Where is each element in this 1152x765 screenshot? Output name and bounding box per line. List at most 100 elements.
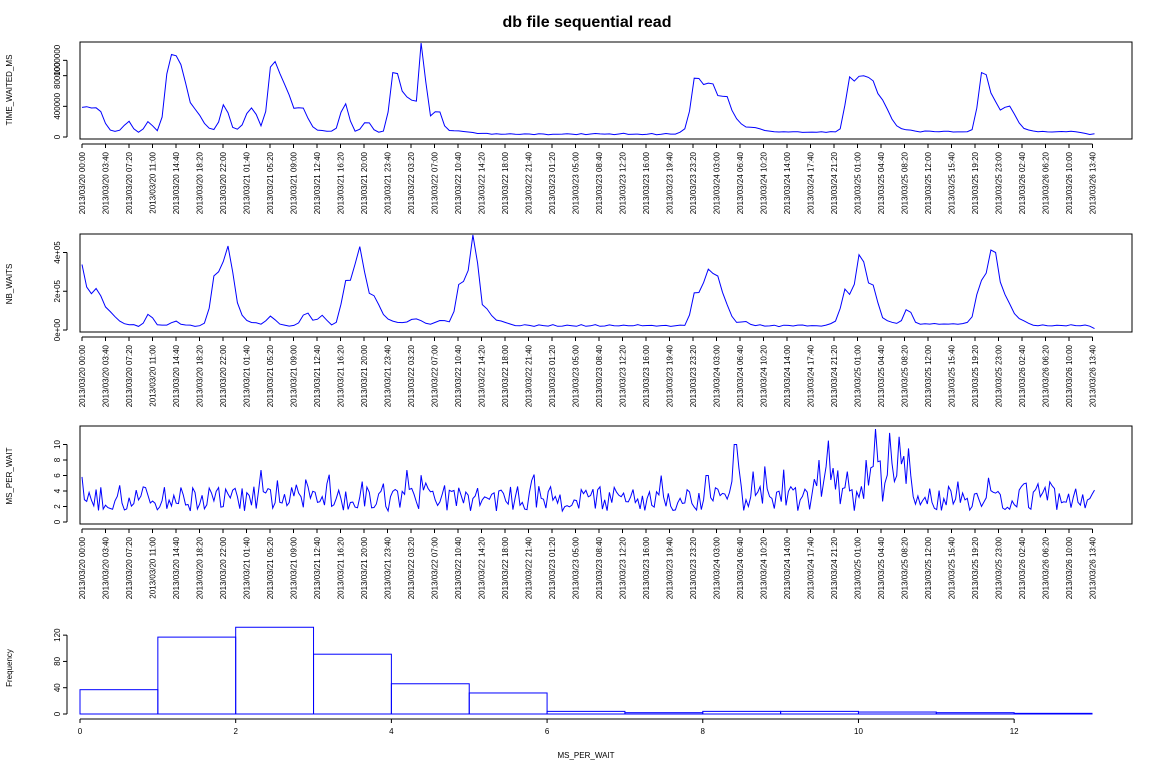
x-tick-label: 2013/03/24 03:00 bbox=[713, 344, 722, 407]
plot-frame bbox=[79, 233, 1133, 333]
x-tick-label: 2013/03/24 14:00 bbox=[783, 536, 792, 599]
x-tick-label: 2013/03/22 21:40 bbox=[525, 536, 534, 599]
y-axis-title: MS_PER_WAIT bbox=[5, 447, 14, 504]
x-tick-label: 2013/03/23 12:20 bbox=[619, 536, 628, 599]
x-tick-label: 10 bbox=[854, 727, 863, 736]
x-tick-label: 2013/03/23 23:20 bbox=[689, 151, 698, 214]
y-tick-label: 0 bbox=[53, 134, 62, 139]
x-tick-label: 2013/03/24 17:40 bbox=[807, 536, 816, 599]
x-tick-label: 2013/03/24 10:20 bbox=[760, 151, 769, 214]
x-tick-label: 2013/03/25 19:20 bbox=[971, 344, 980, 407]
histogram-bar bbox=[157, 636, 237, 715]
x-tick-label: 2013/03/20 03:40 bbox=[102, 344, 111, 407]
x-tick-label: 2013/03/20 18:20 bbox=[196, 536, 205, 599]
y-tick-label: 2e+05 bbox=[53, 279, 62, 302]
x-tick-label: 8 bbox=[701, 727, 706, 736]
x-tick-label: 2013/03/21 01:40 bbox=[243, 151, 252, 214]
y-axis: 0 2 4 6 8 10 bbox=[53, 440, 68, 524]
x-tick-label: 2013/03/26 10:00 bbox=[1065, 344, 1074, 407]
x-tick-label: 2013/03/22 10:40 bbox=[454, 344, 463, 407]
x-tick-label: 2013/03/23 05:00 bbox=[572, 536, 581, 599]
x-tick-label: 4 bbox=[389, 727, 394, 736]
y-tick-label: 8 bbox=[53, 457, 62, 462]
x-tick-label: 2013/03/23 16:00 bbox=[642, 344, 651, 407]
x-tick-label: 2013/03/22 14:20 bbox=[478, 151, 487, 214]
x-tick-label: 2013/03/20 07:20 bbox=[125, 536, 134, 599]
x-tick-label: 2013/03/26 06:20 bbox=[1042, 536, 1051, 599]
x-tick-label: 2013/03/25 08:20 bbox=[901, 344, 910, 407]
x-tick-label: 2013/03/25 23:00 bbox=[995, 536, 1004, 599]
x-tick-label: 2013/03/25 15:40 bbox=[948, 151, 957, 214]
x-tick-label: 2013/03/20 18:20 bbox=[196, 151, 205, 214]
y-tick-label: 0 bbox=[53, 711, 62, 716]
histogram-bar bbox=[1013, 712, 1093, 715]
x-axis: 2013/03/20 00:00 2013/03/20 03:40 2013/03/… bbox=[78, 528, 1098, 599]
x-tick-label: 2013/03/25 08:20 bbox=[901, 151, 910, 214]
x-tick-label: 2013/03/22 21:40 bbox=[525, 344, 534, 407]
x-tick-label: 2013/03/23 23:20 bbox=[689, 344, 698, 407]
x-tick-label: 2013/03/20 22:00 bbox=[219, 151, 228, 214]
x-tick-label: 2013/03/24 17:40 bbox=[807, 344, 816, 407]
histogram-bar bbox=[546, 710, 626, 715]
x-tick-label: 2013/03/21 05:20 bbox=[266, 151, 275, 214]
x-tick-label: 2013/03/20 07:20 bbox=[125, 151, 134, 214]
x-axis: 0 2 4 6 8 10 12 bbox=[78, 718, 1019, 736]
x-tick-label: 2013/03/22 21:40 bbox=[525, 151, 534, 214]
histogram-bar bbox=[857, 711, 937, 715]
x-tick-label: 6 bbox=[545, 727, 550, 736]
x-tick-label: 2013/03/23 08:40 bbox=[595, 536, 604, 599]
x-tick-label: 2013/03/25 15:40 bbox=[948, 344, 957, 407]
x-tick-label: 2013/03/21 01:40 bbox=[243, 344, 252, 407]
x-tick-label: 2013/03/22 07:00 bbox=[431, 536, 440, 599]
x-tick-label: 2013/03/24 03:00 bbox=[713, 536, 722, 599]
series-line bbox=[81, 234, 1095, 330]
x-tick-label: 2013/03/20 22:00 bbox=[219, 536, 228, 599]
panel-ms-per-wait: 0 2 4 6 8 10 2013/03/20 00:00 2013/03/20 03:40… bbox=[5, 425, 1133, 599]
y-axis-title: NB_WAITS bbox=[5, 264, 14, 305]
x-tick-label: 2013/03/25 12:00 bbox=[924, 536, 933, 599]
x-tick-label: 2013/03/23 05:00 bbox=[572, 151, 581, 214]
x-tick-label: 2013/03/20 11:00 bbox=[149, 536, 158, 598]
x-tick-label: 2013/03/21 20:00 bbox=[360, 536, 369, 599]
y-axis: 0e+00 2e+05 4e+05 bbox=[53, 241, 68, 341]
y-axis-title: Frequency bbox=[5, 649, 14, 687]
x-tick-label: 2013/03/25 04:40 bbox=[877, 344, 886, 407]
x-tick-label: 2013/03/26 10:00 bbox=[1065, 151, 1074, 214]
x-tick-label: 2013/03/21 16:20 bbox=[337, 344, 346, 407]
x-tick-label: 2013/03/24 06:40 bbox=[736, 151, 745, 214]
x-tick-label: 2013/03/26 06:20 bbox=[1042, 151, 1051, 214]
x-tick-label: 2013/03/20 11:00 bbox=[149, 344, 158, 406]
x-tick-label: 2013/03/23 12:20 bbox=[619, 344, 628, 407]
x-tick-label: 2013/03/23 01:20 bbox=[548, 151, 557, 214]
x-tick-label: 2013/03/25 08:20 bbox=[901, 536, 910, 599]
x-tick-label: 2013/03/20 18:20 bbox=[196, 344, 205, 407]
x-axis: 2013/03/20 00:00 2013/03/20 03:40 2013/03/… bbox=[78, 336, 1098, 407]
x-tick-label: 2013/03/23 01:20 bbox=[548, 536, 557, 599]
x-tick-label: 2013/03/25 15:40 bbox=[948, 536, 957, 599]
x-tick-label: 2013/03/23 08:40 bbox=[595, 344, 604, 407]
histogram-bar bbox=[468, 692, 548, 715]
x-tick-label: 2013/03/26 13:40 bbox=[1089, 344, 1098, 407]
x-tick-label: 2013/03/20 00:00 bbox=[78, 536, 87, 599]
x-tick-label: 2013/03/25 12:00 bbox=[924, 344, 933, 407]
x-tick-label: 0 bbox=[78, 727, 83, 736]
plot-frame bbox=[79, 41, 1133, 140]
x-tick-label: 2013/03/26 06:20 bbox=[1042, 344, 1051, 407]
x-tick-label: 2013/03/25 19:20 bbox=[971, 151, 980, 214]
chart-title: db file sequential read bbox=[503, 14, 672, 31]
x-tick-label: 2013/03/22 10:40 bbox=[454, 536, 463, 599]
x-tick-label: 2013/03/23 23:20 bbox=[689, 536, 698, 599]
histogram-bars bbox=[79, 626, 1093, 715]
x-tick-label: 2013/03/26 13:40 bbox=[1089, 151, 1098, 214]
x-axis-title: MS_PER_WAIT bbox=[557, 751, 614, 760]
x-tick-label: 2013/03/22 10:40 bbox=[454, 151, 463, 214]
x-tick-label: 2013/03/21 23:40 bbox=[384, 151, 393, 214]
x-tick-label: 2013/03/24 14:00 bbox=[783, 344, 792, 407]
x-tick-label: 2013/03/21 09:00 bbox=[290, 344, 299, 407]
panel-histogram: 0 40 80 120 0 2 4 6 8 10 12 Frequency MS_PER_WAIT bbox=[5, 626, 1093, 760]
histogram-bar bbox=[79, 689, 159, 715]
x-tick-label: 12 bbox=[1010, 727, 1019, 736]
x-tick-label: 2013/03/21 05:20 bbox=[266, 536, 275, 599]
x-tick-label: 2013/03/20 00:00 bbox=[78, 344, 87, 407]
